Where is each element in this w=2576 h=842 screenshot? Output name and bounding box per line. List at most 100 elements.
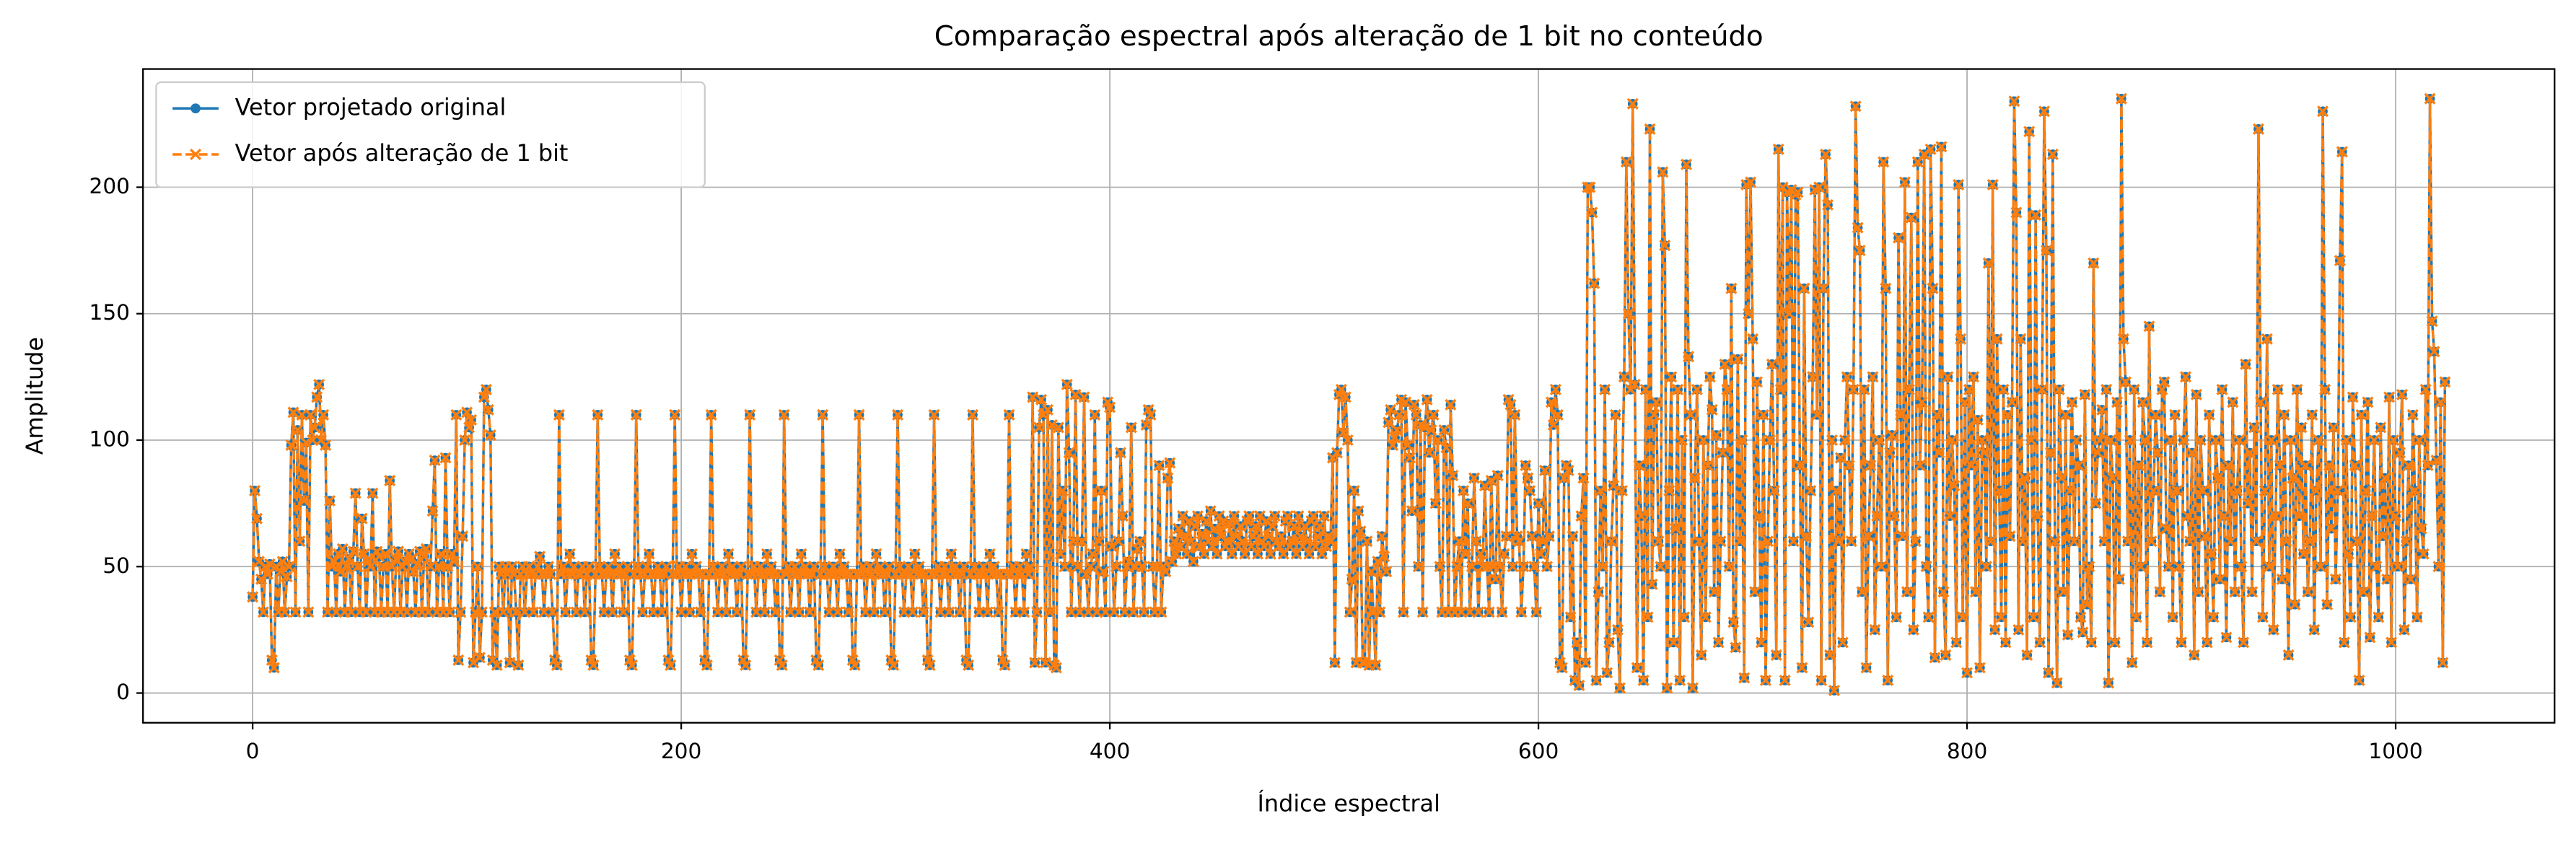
marker <box>1138 606 1150 618</box>
marker <box>1416 606 1429 618</box>
marker <box>2430 455 2443 467</box>
marker <box>1067 535 1079 548</box>
marker <box>1747 333 1759 345</box>
marker <box>683 606 696 618</box>
marker <box>2092 447 2104 459</box>
marker <box>2386 636 2398 649</box>
marker <box>1545 396 1557 408</box>
marker <box>2021 649 2033 661</box>
marker <box>2308 623 2321 636</box>
marker <box>1224 517 1236 530</box>
marker <box>1607 480 1620 492</box>
marker <box>1020 548 1033 560</box>
marker <box>705 408 717 421</box>
marker <box>917 606 929 618</box>
marker <box>2171 485 2183 497</box>
marker <box>1764 434 1776 447</box>
marker <box>2150 408 2162 421</box>
chart-title: Comparação espectral após alteração de 1… <box>934 20 1764 53</box>
marker <box>2019 472 2031 484</box>
marker <box>1882 674 1894 687</box>
marker <box>1564 611 1577 623</box>
marker <box>2398 623 2410 636</box>
marker <box>579 606 591 618</box>
marker <box>1650 396 1662 408</box>
marker <box>1526 530 1538 543</box>
marker <box>868 606 880 618</box>
marker <box>2347 391 2359 403</box>
marker <box>685 548 698 560</box>
marker <box>1571 636 1583 649</box>
marker <box>2259 485 2271 497</box>
marker <box>1736 434 1748 447</box>
series-line <box>251 98 2447 691</box>
marker <box>1166 556 1178 568</box>
marker <box>1832 535 1844 548</box>
marker <box>1170 548 1183 560</box>
marker <box>386 561 398 573</box>
marker <box>1948 480 1961 492</box>
marker <box>823 606 836 618</box>
marker <box>2351 535 2363 548</box>
marker <box>2300 460 2312 472</box>
marker <box>2139 434 2151 447</box>
marker <box>444 606 456 618</box>
marker <box>2152 447 2164 459</box>
marker <box>943 606 955 618</box>
marker <box>1907 623 1919 636</box>
marker <box>2406 408 2419 421</box>
marker <box>1989 623 2001 636</box>
marker <box>722 548 735 560</box>
marker <box>1622 307 1634 320</box>
marker <box>2012 623 2025 636</box>
marker <box>2338 636 2350 649</box>
marker <box>1237 535 1249 548</box>
marker <box>1856 586 1868 598</box>
marker <box>1984 535 1997 548</box>
marker <box>945 548 958 560</box>
marker <box>1509 408 1521 421</box>
marker <box>1582 181 1594 193</box>
marker <box>2132 460 2145 472</box>
marker <box>853 408 865 421</box>
marker <box>2145 535 2157 548</box>
marker <box>1046 418 1058 431</box>
marker <box>1991 333 2003 345</box>
x-tick-label: 400 <box>1090 739 1130 763</box>
x-tick-label: 0 <box>246 739 260 763</box>
marker <box>1869 623 1881 636</box>
marker <box>2271 383 2284 395</box>
marker <box>1854 245 1866 257</box>
plot-area <box>247 92 2451 697</box>
marker <box>249 485 261 497</box>
marker <box>2046 148 2059 160</box>
marker <box>2310 485 2323 497</box>
marker <box>1419 421 1431 434</box>
marker <box>1896 530 1909 543</box>
marker <box>1160 566 1172 578</box>
marker <box>1976 434 1988 447</box>
marker <box>1085 561 1097 573</box>
marker <box>2083 561 2095 573</box>
marker <box>1969 586 1981 598</box>
marker <box>1891 611 1903 623</box>
marker <box>2121 535 2134 548</box>
marker <box>1668 636 1680 649</box>
marker <box>2113 573 2125 585</box>
marker <box>2025 434 2038 447</box>
marker <box>330 606 342 618</box>
marker <box>2315 561 2327 573</box>
marker <box>1098 566 1110 578</box>
marker <box>1243 510 1256 522</box>
marker <box>2077 626 2089 639</box>
marker <box>1779 674 1791 687</box>
marker <box>1228 510 1240 522</box>
marker <box>587 659 600 672</box>
marker <box>1965 460 1978 472</box>
marker <box>1374 606 1386 618</box>
marker <box>1393 408 1406 421</box>
marker <box>1324 535 1337 548</box>
marker <box>2100 383 2113 395</box>
marker <box>2325 522 2337 535</box>
marker <box>489 606 501 618</box>
